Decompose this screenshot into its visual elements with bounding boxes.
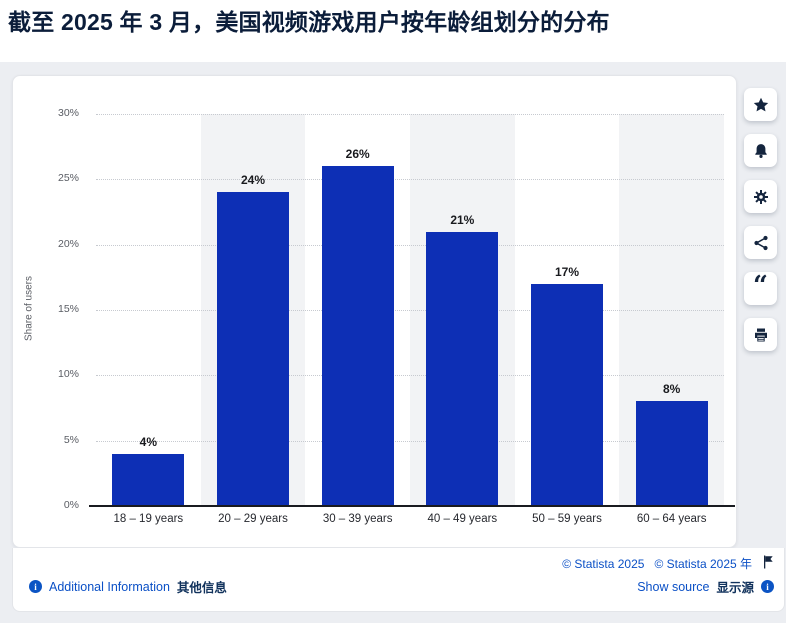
- gridline: [96, 375, 724, 377]
- bar-value-label: 17%: [554, 264, 579, 279]
- settings-button[interactable]: [744, 180, 777, 213]
- bar-value-label: 4%: [139, 434, 157, 449]
- gridline: [96, 114, 724, 115]
- star-icon: [753, 97, 769, 113]
- y-tick-label: 0%: [63, 499, 79, 511]
- bar-value-label: 26%: [345, 147, 370, 162]
- x-tick-label: 50 – 59 years: [532, 513, 602, 525]
- x-tick-label: 20 – 29 years: [218, 513, 288, 525]
- additional-information-link[interactable]: i Additional Information 其他信息: [29, 577, 227, 596]
- bar[interactable]: [112, 453, 185, 506]
- copyright-en: © Statista 2025: [562, 556, 645, 571]
- y-tick-label: 15%: [57, 303, 79, 315]
- bar[interactable]: [217, 192, 289, 506]
- y-tick-label: 20%: [57, 237, 79, 250]
- plot-area: 4% 24% 26% 21% 17% 8%: [96, 114, 724, 506]
- y-tick-label: 10%: [57, 368, 79, 381]
- y-tick-label: 25%: [57, 172, 79, 185]
- footer-panel: © Statista 2025 © Statista 2025 年 i Addi…: [12, 548, 785, 612]
- title-bar: 截至 2025 年 3 月，美国视频游戏用户按年龄组划分的分布: [0, 0, 792, 62]
- content-backdrop: Share of users 4% 24% 26% 21% 17% 8% 0% 5% 10% 1…: [0, 62, 786, 623]
- bar[interactable]: [321, 166, 394, 506]
- additional-information-label-zh[interactable]: 其他信息: [176, 581, 227, 595]
- x-tick-label: 40 – 49 years: [427, 513, 498, 525]
- cite-button[interactable]: “: [744, 272, 777, 305]
- copyright-row: © Statista 2025 © Statista 2025 年: [562, 555, 774, 572]
- y-tick-label: 30%: [57, 107, 79, 119]
- alerts-button[interactable]: [744, 134, 777, 167]
- show-source-label[interactable]: Show source: [637, 579, 710, 594]
- copyright-zh: © Statista 2025 年: [654, 557, 752, 571]
- gridline: [96, 310, 724, 311]
- page-title: 截至 2025 年 3 月，美国视频游戏用户按年龄组划分的分布: [8, 9, 610, 35]
- gridline: [96, 244, 724, 246]
- quote-icon: “: [753, 270, 768, 301]
- bar-value-label: 8%: [662, 382, 681, 397]
- x-axis-line: [89, 505, 735, 507]
- x-tick-label: 60 – 64 years: [636, 513, 707, 525]
- bar[interactable]: [635, 401, 708, 506]
- gridline: [96, 440, 724, 442]
- bar-value-label: 21%: [450, 212, 475, 227]
- show-source-link[interactable]: Show source 显示源 i: [637, 577, 774, 596]
- chart-card: Share of users 4% 24% 26% 21% 17% 8% 0% 5% 10% 1…: [12, 75, 737, 548]
- gear-icon: [753, 189, 769, 205]
- info-icon: i: [761, 580, 774, 593]
- x-tick-label: 30 – 39 years: [322, 513, 393, 525]
- bell-icon: [753, 143, 769, 159]
- info-icon: i: [29, 580, 42, 593]
- gridline: [96, 179, 724, 181]
- printer-icon: [753, 327, 769, 343]
- bar-value-label: 24%: [240, 173, 265, 188]
- bar[interactable]: [531, 283, 603, 506]
- x-tick-label: 18 – 19 years: [113, 513, 184, 525]
- share-icon: [753, 235, 769, 251]
- print-button[interactable]: [744, 318, 777, 351]
- share-button[interactable]: [744, 226, 777, 259]
- bar[interactable]: [426, 231, 499, 506]
- favorite-button[interactable]: [744, 88, 777, 121]
- show-source-label-zh[interactable]: 显示源: [716, 581, 754, 595]
- y-tick-label: 5%: [63, 433, 79, 446]
- additional-information-label[interactable]: Additional Information: [49, 579, 170, 594]
- flag-icon[interactable]: [762, 555, 774, 572]
